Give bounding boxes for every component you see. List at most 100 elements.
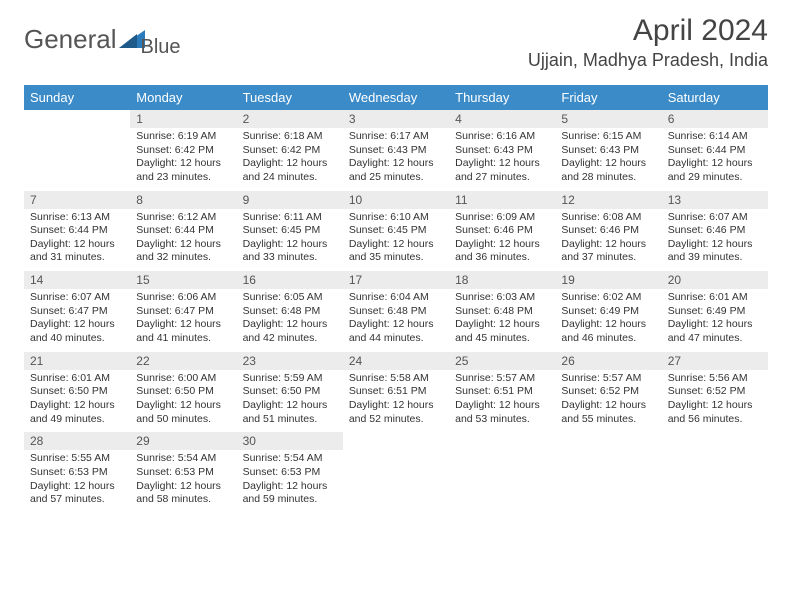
brand-name-part1: General xyxy=(24,24,117,55)
daylight-text-2: and 33 minutes. xyxy=(243,251,337,265)
day-body: Sunrise: 5:55 AMSunset: 6:53 PMDaylight:… xyxy=(24,450,130,513)
day-number: 8 xyxy=(130,191,236,209)
day-number: 9 xyxy=(237,191,343,209)
sunrise-text: Sunrise: 5:54 AM xyxy=(136,452,230,466)
daylight-text-2: and 36 minutes. xyxy=(455,251,549,265)
calendar-day-cell: 21Sunrise: 6:01 AMSunset: 6:50 PMDayligh… xyxy=(24,352,130,433)
calendar-week-row: 21Sunrise: 6:01 AMSunset: 6:50 PMDayligh… xyxy=(24,352,768,433)
day-body: Sunrise: 6:15 AMSunset: 6:43 PMDaylight:… xyxy=(555,128,661,191)
sunrise-text: Sunrise: 6:04 AM xyxy=(349,291,443,305)
day-body: Sunrise: 6:01 AMSunset: 6:50 PMDaylight:… xyxy=(24,370,130,433)
day-number: 7 xyxy=(24,191,130,209)
day-body: Sunrise: 6:07 AMSunset: 6:47 PMDaylight:… xyxy=(24,289,130,352)
sunset-text: Sunset: 6:47 PM xyxy=(136,305,230,319)
calendar-day-cell: 26Sunrise: 5:57 AMSunset: 6:52 PMDayligh… xyxy=(555,352,661,433)
sunrise-text: Sunrise: 6:00 AM xyxy=(136,372,230,386)
day-body-empty xyxy=(24,128,130,186)
day-number: 27 xyxy=(662,352,768,370)
daylight-text-1: Daylight: 12 hours xyxy=(136,157,230,171)
day-number-empty xyxy=(24,110,130,128)
brand-logo: General Blue xyxy=(24,20,181,59)
sunset-text: Sunset: 6:42 PM xyxy=(243,144,337,158)
title-block: April 2024 Ujjain, Madhya Pradesh, India xyxy=(528,14,768,71)
day-number-empty xyxy=(343,432,449,450)
daylight-text-1: Daylight: 12 hours xyxy=(455,318,549,332)
daylight-text-2: and 27 minutes. xyxy=(455,171,549,185)
calendar-day-cell: 2Sunrise: 6:18 AMSunset: 6:42 PMDaylight… xyxy=(237,110,343,191)
daylight-text-1: Daylight: 12 hours xyxy=(349,238,443,252)
day-body-empty xyxy=(449,450,555,508)
calendar-day-cell: 5Sunrise: 6:15 AMSunset: 6:43 PMDaylight… xyxy=(555,110,661,191)
daylight-text-2: and 56 minutes. xyxy=(668,413,762,427)
daylight-text-2: and 47 minutes. xyxy=(668,332,762,346)
calendar-day-cell: 12Sunrise: 6:08 AMSunset: 6:46 PMDayligh… xyxy=(555,191,661,272)
day-number: 6 xyxy=(662,110,768,128)
daylight-text-1: Daylight: 12 hours xyxy=(243,318,337,332)
calendar-day-cell: 13Sunrise: 6:07 AMSunset: 6:46 PMDayligh… xyxy=(662,191,768,272)
calendar-day-cell: 16Sunrise: 6:05 AMSunset: 6:48 PMDayligh… xyxy=(237,271,343,352)
sunset-text: Sunset: 6:52 PM xyxy=(561,385,655,399)
daylight-text-1: Daylight: 12 hours xyxy=(349,399,443,413)
sunrise-text: Sunrise: 6:01 AM xyxy=(30,372,124,386)
calendar-day-cell: 9Sunrise: 6:11 AMSunset: 6:45 PMDaylight… xyxy=(237,191,343,272)
sunrise-text: Sunrise: 6:16 AM xyxy=(455,130,549,144)
page-title: April 2024 xyxy=(528,14,768,48)
calendar-table: SundayMondayTuesdayWednesdayThursdayFrid… xyxy=(24,85,768,513)
calendar-day-cell: 1Sunrise: 6:19 AMSunset: 6:42 PMDaylight… xyxy=(130,110,236,191)
sunset-text: Sunset: 6:42 PM xyxy=(136,144,230,158)
sunset-text: Sunset: 6:43 PM xyxy=(349,144,443,158)
calendar-day-cell: 6Sunrise: 6:14 AMSunset: 6:44 PMDaylight… xyxy=(662,110,768,191)
weekday-header: Friday xyxy=(555,85,661,110)
day-number: 17 xyxy=(343,271,449,289)
sunset-text: Sunset: 6:44 PM xyxy=(30,224,124,238)
calendar-week-row: 14Sunrise: 6:07 AMSunset: 6:47 PMDayligh… xyxy=(24,271,768,352)
daylight-text-2: and 46 minutes. xyxy=(561,332,655,346)
sunrise-text: Sunrise: 6:14 AM xyxy=(668,130,762,144)
sunrise-text: Sunrise: 5:56 AM xyxy=(668,372,762,386)
daylight-text-1: Daylight: 12 hours xyxy=(455,157,549,171)
day-number-empty xyxy=(449,432,555,450)
day-number: 25 xyxy=(449,352,555,370)
location-subtitle: Ujjain, Madhya Pradesh, India xyxy=(528,50,768,71)
daylight-text-2: and 58 minutes. xyxy=(136,493,230,507)
sunrise-text: Sunrise: 6:12 AM xyxy=(136,211,230,225)
day-number: 5 xyxy=(555,110,661,128)
sunset-text: Sunset: 6:47 PM xyxy=(30,305,124,319)
daylight-text-2: and 53 minutes. xyxy=(455,413,549,427)
daylight-text-1: Daylight: 12 hours xyxy=(668,318,762,332)
day-body: Sunrise: 6:13 AMSunset: 6:44 PMDaylight:… xyxy=(24,209,130,272)
day-body-empty xyxy=(343,450,449,508)
sunrise-text: Sunrise: 5:59 AM xyxy=(243,372,337,386)
day-number: 10 xyxy=(343,191,449,209)
day-body: Sunrise: 6:19 AMSunset: 6:42 PMDaylight:… xyxy=(130,128,236,191)
day-body: Sunrise: 5:59 AMSunset: 6:50 PMDaylight:… xyxy=(237,370,343,433)
day-number: 23 xyxy=(237,352,343,370)
day-number: 1 xyxy=(130,110,236,128)
calendar-day-cell: 7Sunrise: 6:13 AMSunset: 6:44 PMDaylight… xyxy=(24,191,130,272)
sunrise-text: Sunrise: 6:06 AM xyxy=(136,291,230,305)
daylight-text-2: and 45 minutes. xyxy=(455,332,549,346)
daylight-text-2: and 28 minutes. xyxy=(561,171,655,185)
sunset-text: Sunset: 6:51 PM xyxy=(455,385,549,399)
sunset-text: Sunset: 6:48 PM xyxy=(455,305,549,319)
sunset-text: Sunset: 6:44 PM xyxy=(668,144,762,158)
calendar-day-cell: 20Sunrise: 6:01 AMSunset: 6:49 PMDayligh… xyxy=(662,271,768,352)
header: General Blue April 2024 Ujjain, Madhya P… xyxy=(0,0,792,77)
sunset-text: Sunset: 6:48 PM xyxy=(349,305,443,319)
weekday-header: Tuesday xyxy=(237,85,343,110)
daylight-text-2: and 31 minutes. xyxy=(30,251,124,265)
day-number-empty xyxy=(555,432,661,450)
calendar-day-cell: 25Sunrise: 5:57 AMSunset: 6:51 PMDayligh… xyxy=(449,352,555,433)
sunrise-text: Sunrise: 6:18 AM xyxy=(243,130,337,144)
sunset-text: Sunset: 6:53 PM xyxy=(30,466,124,480)
calendar-day-cell: 11Sunrise: 6:09 AMSunset: 6:46 PMDayligh… xyxy=(449,191,555,272)
day-body: Sunrise: 6:14 AMSunset: 6:44 PMDaylight:… xyxy=(662,128,768,191)
daylight-text-1: Daylight: 12 hours xyxy=(243,399,337,413)
sunrise-text: Sunrise: 6:13 AM xyxy=(30,211,124,225)
sunset-text: Sunset: 6:51 PM xyxy=(349,385,443,399)
day-number: 22 xyxy=(130,352,236,370)
day-body: Sunrise: 6:02 AMSunset: 6:49 PMDaylight:… xyxy=(555,289,661,352)
sunset-text: Sunset: 6:45 PM xyxy=(243,224,337,238)
day-body: Sunrise: 6:10 AMSunset: 6:45 PMDaylight:… xyxy=(343,209,449,272)
day-number: 26 xyxy=(555,352,661,370)
